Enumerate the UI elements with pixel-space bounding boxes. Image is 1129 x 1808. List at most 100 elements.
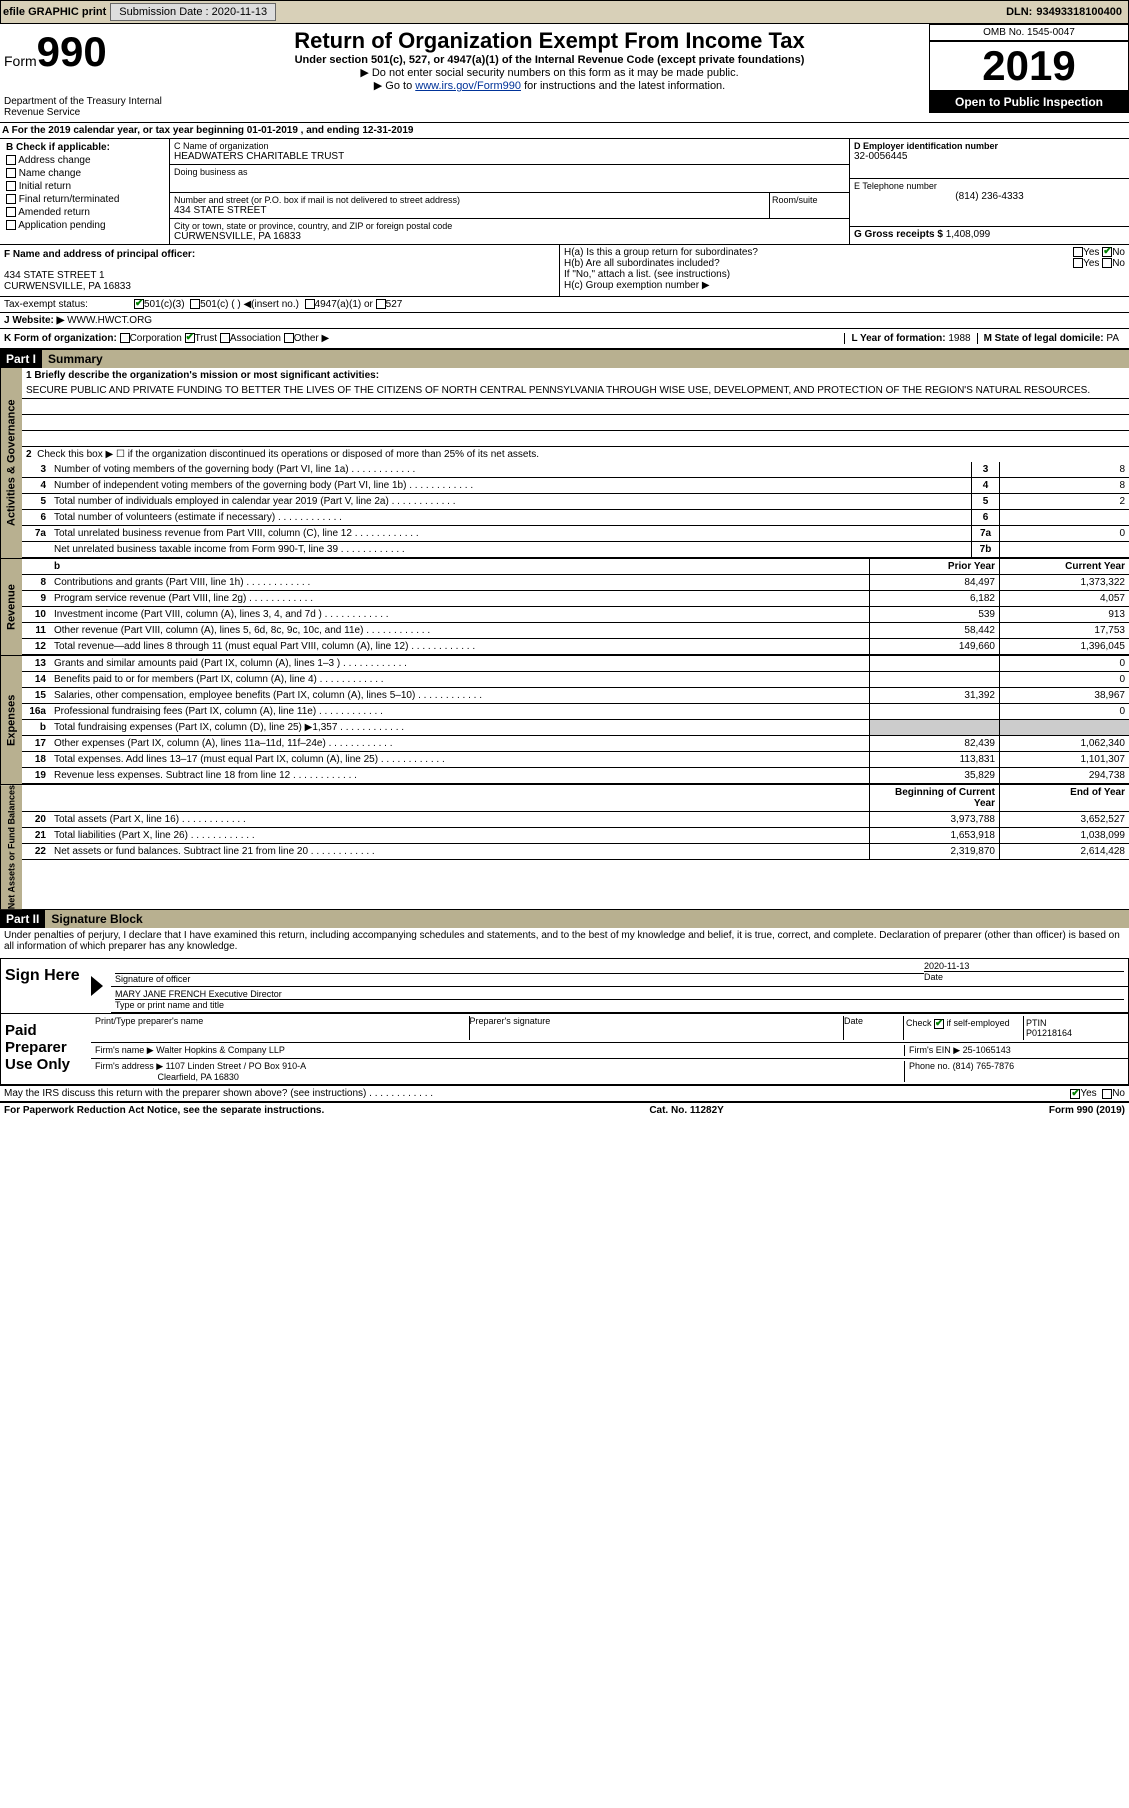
firm-phone: (814) 765-7876	[953, 1061, 1015, 1071]
line-12: 12Total revenue—add lines 8 through 11 (…	[22, 639, 1129, 655]
tax-status-label: Tax-exempt status:	[4, 299, 134, 310]
line-5: 5Total number of individuals employed in…	[22, 494, 1129, 510]
line-9: 9Program service revenue (Part VIII, lin…	[22, 591, 1129, 607]
part2-header: Part II Signature Block	[0, 909, 1129, 928]
check-527[interactable]	[376, 299, 386, 309]
line2: 2 Check this box ▶ ☐ if the organization…	[22, 447, 1129, 462]
sign-triangle-icon	[91, 976, 103, 996]
sig-date-label: Date	[924, 971, 1124, 982]
submission-date-btn[interactable]: Submission Date : 2020-11-13	[110, 3, 276, 21]
check-initial-return[interactable]: Initial return	[2, 180, 167, 193]
check-501c[interactable]	[190, 299, 200, 309]
dept-label: Department of the Treasury Internal Reve…	[4, 96, 166, 118]
phone-value: (814) 236-4333	[854, 191, 1125, 202]
org-name-label: C Name of organization	[174, 141, 845, 151]
tax-status-row: Tax-exempt status: 501(c)(3) 501(c) ( ) …	[0, 296, 1129, 312]
prep-sig-label: Preparer's signature	[470, 1016, 845, 1040]
check-address-change[interactable]: Address change	[2, 154, 167, 167]
line-15: 15Salaries, other compensation, employee…	[22, 688, 1129, 704]
sidebar-expenses: Expenses	[0, 656, 22, 784]
line-3: 3Number of voting members of the governi…	[22, 462, 1129, 478]
footer-left: For Paperwork Reduction Act Notice, see …	[4, 1105, 324, 1116]
discuss-yes[interactable]	[1070, 1089, 1080, 1099]
website-value: WWW.HWCT.ORG	[67, 315, 152, 326]
ptin-value: P01218164	[1026, 1028, 1122, 1038]
line-16a: 16aProfessional fundraising fees (Part I…	[22, 704, 1129, 720]
col-current: Current Year	[999, 559, 1129, 574]
line-8: 8Contributions and grants (Part VIII, li…	[22, 575, 1129, 591]
discuss-row: May the IRS discuss this return with the…	[0, 1086, 1129, 1103]
page-footer: For Paperwork Reduction Act Notice, see …	[0, 1103, 1129, 1118]
ein-value: 32-0056445	[854, 151, 1125, 162]
instruction-1: ▶ Do not enter social security numbers o…	[174, 66, 925, 79]
klm-row: K Form of organization: Corporation Trus…	[0, 328, 1129, 349]
officer-label: F Name and address of principal officer:	[4, 249, 555, 260]
check-501c3[interactable]	[134, 299, 144, 309]
section-a: A For the 2019 calendar year, or tax yea…	[0, 123, 1129, 139]
tax-year: 2019	[929, 41, 1129, 91]
line-10: 10Investment income (Part VIII, column (…	[22, 607, 1129, 623]
check-application-pending[interactable]: Application pending	[2, 219, 167, 232]
check-4947[interactable]	[305, 299, 315, 309]
check-corporation[interactable]	[120, 333, 130, 343]
sign-here-label: Sign Here	[1, 959, 91, 1013]
summary-exp: Expenses 13Grants and similar amounts pa…	[0, 655, 1129, 784]
part1-header: Part I Summary	[0, 349, 1129, 368]
firm-addr1: 1107 Linden Street / PO Box 910-A	[166, 1061, 306, 1071]
check-association[interactable]	[220, 333, 230, 343]
check-self-employed[interactable]	[934, 1019, 944, 1029]
line-20: 20Total assets (Part X, line 16) 3,973,7…	[22, 812, 1129, 828]
officer-block: F Name and address of principal officer:…	[0, 244, 1129, 296]
col-begin: Beginning of Current Year	[869, 785, 999, 811]
prep-name-label: Print/Type preparer's name	[95, 1016, 470, 1040]
sidebar-activities: Activities & Governance	[0, 368, 22, 558]
topbar: efile GRAPHIC print Submission Date : 20…	[0, 0, 1129, 24]
firm-addr2: Clearfield, PA 16830	[158, 1072, 239, 1082]
org-name: HEADWATERS CHARITABLE TRUST	[174, 151, 845, 162]
paid-preparer-label: Paid Preparer Use Only	[1, 1014, 91, 1084]
summary-ag: Activities & Governance 1 Briefly descri…	[0, 368, 1129, 558]
penalty-text: Under penalties of perjury, I declare th…	[0, 928, 1129, 954]
line-14: 14Benefits paid to or for members (Part …	[22, 672, 1129, 688]
h-a: H(a) Is this a group return for subordin…	[564, 247, 1125, 258]
gross-receipts-label: G Gross receipts $	[854, 229, 943, 240]
footer-center: Cat. No. 11282Y	[649, 1105, 723, 1116]
website-row: J Website: ▶ WWW.HWCT.ORG	[0, 312, 1129, 328]
sidebar-netassets: Net Assets or Fund Balances	[0, 785, 22, 909]
check-trust[interactable]	[185, 333, 195, 343]
firm-name: Walter Hopkins & Company LLP	[156, 1045, 285, 1055]
col-prior: Prior Year	[869, 559, 999, 574]
officer-name-title: MARY JANE FRENCH Executive Director	[115, 989, 1124, 999]
open-inspection: Open to Public Inspection	[929, 91, 1129, 113]
phone-label: E Telephone number	[854, 181, 1125, 191]
mission-text: SECURE PUBLIC AND PRIVATE FUNDING TO BET…	[22, 383, 1129, 399]
check-amended[interactable]: Amended return	[2, 206, 167, 219]
addr-label: Number and street (or P.O. box if mail i…	[174, 195, 765, 205]
line-7b: Net unrelated business taxable income fr…	[22, 542, 1129, 558]
line-6: 6Total number of volunteers (estimate if…	[22, 510, 1129, 526]
h-b-note: If "No," attach a list. (see instruction…	[564, 269, 1125, 280]
check-final-return[interactable]: Final return/terminated	[2, 193, 167, 206]
col-end: End of Year	[999, 785, 1129, 811]
dba-label: Doing business as	[174, 167, 845, 177]
identity-block: B Check if applicable: Address change Na…	[0, 139, 1129, 244]
check-other[interactable]	[284, 333, 294, 343]
officer-addr1: 434 STATE STREET 1	[4, 270, 555, 281]
discuss-no[interactable]	[1102, 1089, 1112, 1099]
website-label: J Website: ▶	[4, 315, 64, 326]
room-label: Room/suite	[769, 193, 849, 218]
ein-label: D Employer identification number	[854, 141, 1125, 151]
city-label: City or town, state or province, country…	[174, 221, 845, 231]
gross-receipts-value: 1,408,099	[946, 229, 991, 240]
irs-link[interactable]: www.irs.gov/Form990	[415, 80, 521, 92]
form-title: Return of Organization Exempt From Incom…	[174, 28, 925, 54]
h-c: H(c) Group exemption number ▶	[564, 280, 1125, 291]
line-22: 22Net assets or fund balances. Subtract …	[22, 844, 1129, 860]
org-address: 434 STATE STREET	[174, 205, 765, 216]
line-7a: 7aTotal unrelated business revenue from …	[22, 526, 1129, 542]
line-21: 21Total liabilities (Part X, line 26) 1,…	[22, 828, 1129, 844]
line-13: 13Grants and similar amounts paid (Part …	[22, 656, 1129, 672]
firm-ein: 25-1065143	[963, 1045, 1011, 1055]
check-name-change[interactable]: Name change	[2, 167, 167, 180]
instruction-2: ▶ Go to www.irs.gov/Form990 for instruct…	[174, 79, 925, 92]
